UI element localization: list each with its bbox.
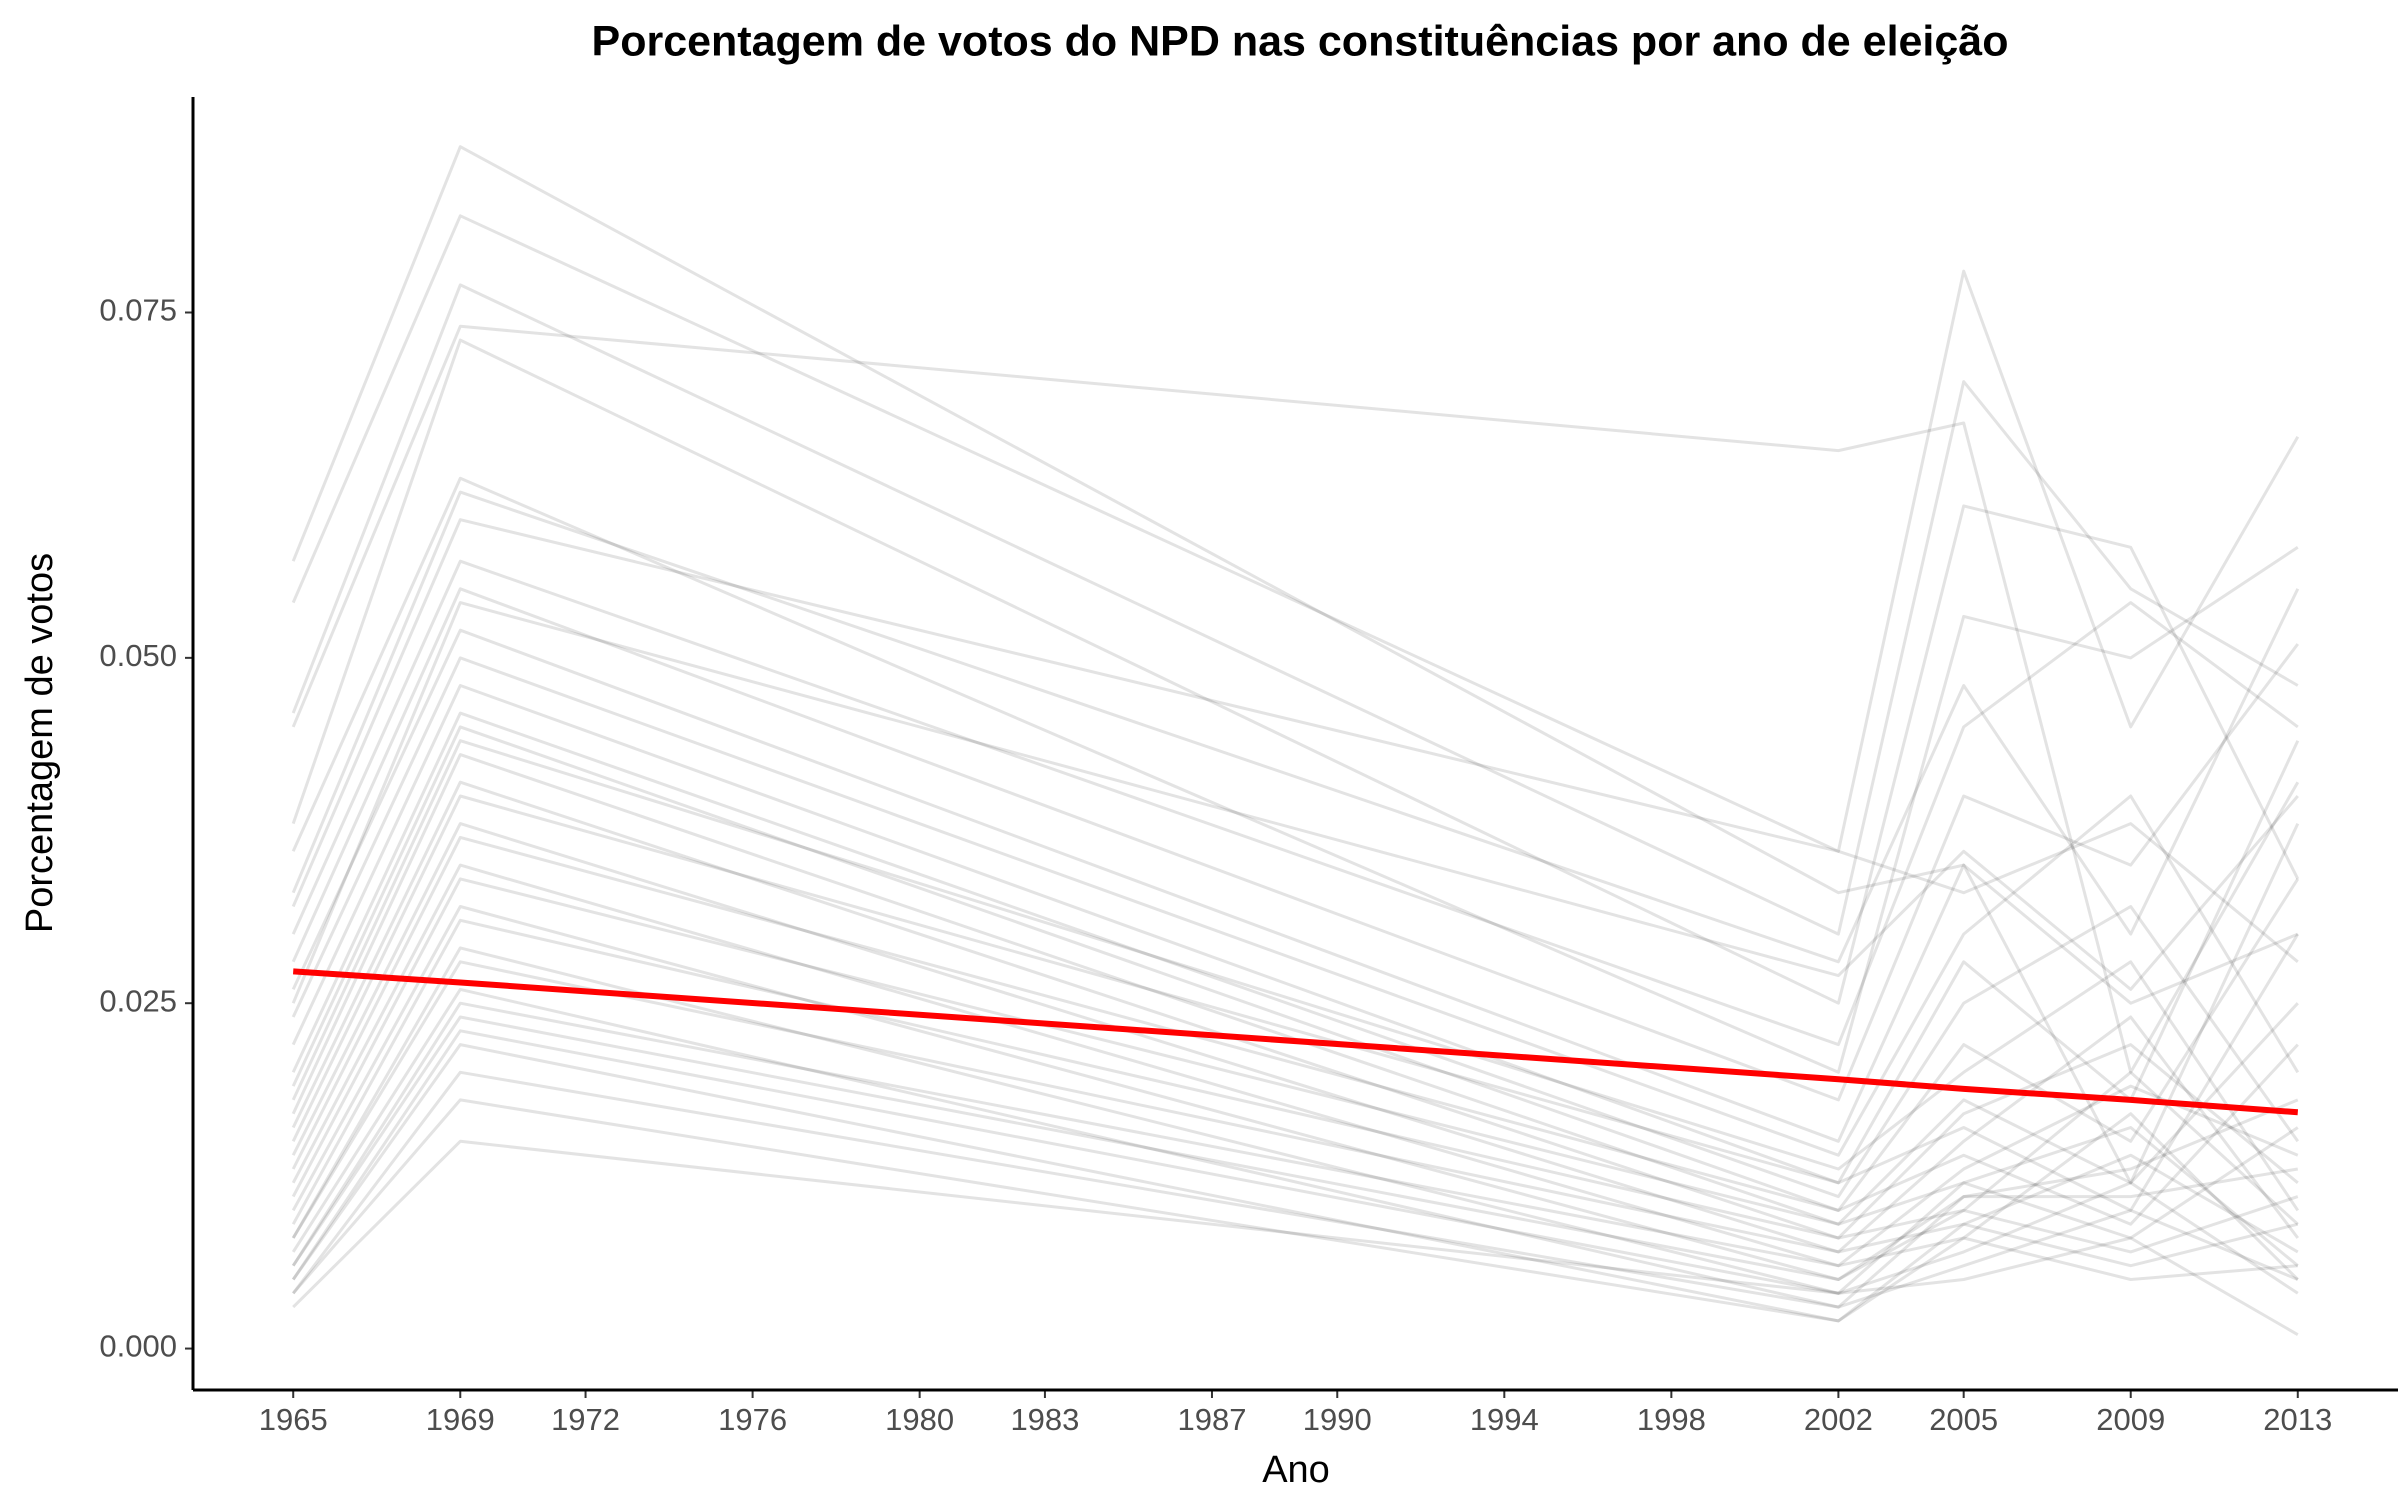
series-line [292,1139,2299,1336]
x-tick-label: 2013 [2263,1402,2332,1437]
series-line [291,946,2299,1295]
series-line [291,753,2299,1226]
y-tick-label: 0.050 [99,638,177,673]
series-line [291,490,2300,964]
series-line [291,518,2299,963]
x-tick-label: 1987 [1177,1402,1246,1437]
series-line [291,628,2300,1185]
series-line [291,587,2299,1102]
x-tick-label: 2005 [1929,1402,1998,1437]
series-line [291,918,2299,1240]
series-line [291,283,2299,936]
series-line [291,877,2299,1267]
y-axis-title: Porcentagem de votos [19,553,61,933]
series-line [291,822,2299,1254]
series-line [291,1043,2299,1323]
x-tick-label: 1998 [1637,1402,1706,1437]
series-line [291,794,2300,1212]
x-axis-title: Ano [1262,1449,1330,1491]
series-line [291,960,2299,1254]
x-tick-label: 1969 [426,1402,495,1437]
series-line [291,835,2299,1226]
x-tick-label: 1972 [551,1402,620,1437]
series-line [291,1001,2299,1281]
series-line [291,1015,2299,1281]
series-line [292,1098,2298,1323]
y-tick-label: 0.075 [99,293,177,328]
series-line [291,656,2300,1157]
x-tick-label: 1965 [259,1402,328,1437]
series-line [291,1029,2299,1295]
series-line [291,987,2299,1309]
y-tick-label: 0.000 [99,1329,177,1364]
series-line [291,739,2300,1212]
series-line [291,863,2299,1268]
x-tick-label: 1980 [885,1402,954,1437]
series-line [291,601,2299,1004]
series-line [292,1070,2299,1309]
x-tick-label: 1994 [1470,1402,1539,1437]
series-line [291,324,2300,1074]
series-line [291,559,2299,1047]
x-tick-label: 2009 [2096,1402,2165,1437]
x-tick-label: 2002 [1804,1402,1873,1437]
series-line [291,476,2299,1074]
trend-line [293,968,2299,1116]
series-line [291,214,2300,853]
series-line [291,905,2299,1281]
y-tick-label: 0.025 [99,983,177,1018]
x-tick-label: 1976 [718,1402,787,1437]
series-line [291,711,2300,1199]
series-line [291,145,2299,1005]
series-line [291,725,2300,1212]
series-line [291,338,2300,1005]
series-line [291,780,2299,1240]
x-tick-label: 1990 [1303,1402,1372,1437]
chart-title: Porcentagem de votos do NPD nas constitu… [592,17,2009,65]
series-line [291,684,2300,1185]
x-tick-label: 1983 [1010,1402,1079,1437]
